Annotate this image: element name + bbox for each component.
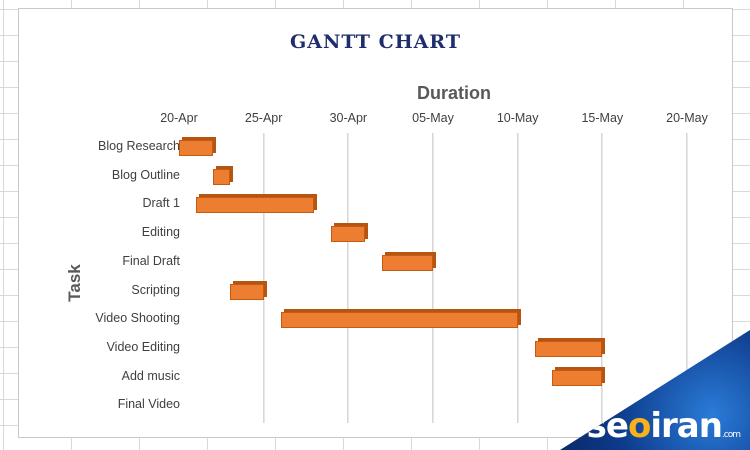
task-label: Scripting [131, 282, 180, 297]
x-tick-label: 05-May [412, 111, 454, 125]
gridline [432, 133, 434, 423]
gantt-chart[interactable]: GANTT CHART Duration Task 20-Apr 25-Apr 30… [18, 8, 733, 438]
x-axis-title: Duration [417, 83, 491, 103]
task-label: Final Draft [122, 253, 180, 268]
gridline [601, 133, 604, 423]
x-tick-label: 10-May [496, 111, 539, 125]
x-tick-label: 20-May [666, 111, 708, 125]
gridline [686, 133, 688, 423]
task-label: Blog Research [98, 139, 180, 153]
task-label: Add music [121, 368, 180, 383]
x-tick-label: 20-Apr [160, 111, 198, 125]
task-label: Final Video [117, 397, 180, 412]
task-label: Video Shooting [95, 311, 180, 326]
x-tick-label: 30-Apr [329, 111, 368, 125]
task-bar[interactable] [229, 283, 264, 300]
task-bar[interactable] [382, 254, 433, 271]
x-tick-label: 15-May [581, 111, 624, 125]
x-tick-label: 25-Apr [244, 111, 283, 125]
task-label: Editing [141, 225, 180, 240]
gridline [516, 133, 519, 423]
seoiran-logo-text: seoiran.com [586, 406, 741, 446]
gridline [347, 133, 350, 423]
task-label: Video Editing [106, 339, 180, 354]
task-label: Draft 1 [142, 196, 180, 211]
task-bar[interactable] [212, 168, 230, 185]
task-bar[interactable] [280, 312, 518, 329]
task-bar[interactable] [551, 369, 603, 386]
task-label: Blog Outline [111, 167, 180, 182]
task-bar[interactable] [331, 226, 366, 243]
gridline [262, 133, 265, 423]
task-bar[interactable] [195, 197, 315, 214]
task-bar[interactable] [179, 140, 213, 156]
task-bar[interactable] [534, 340, 603, 357]
chart-title: GANTT CHART [290, 31, 461, 53]
